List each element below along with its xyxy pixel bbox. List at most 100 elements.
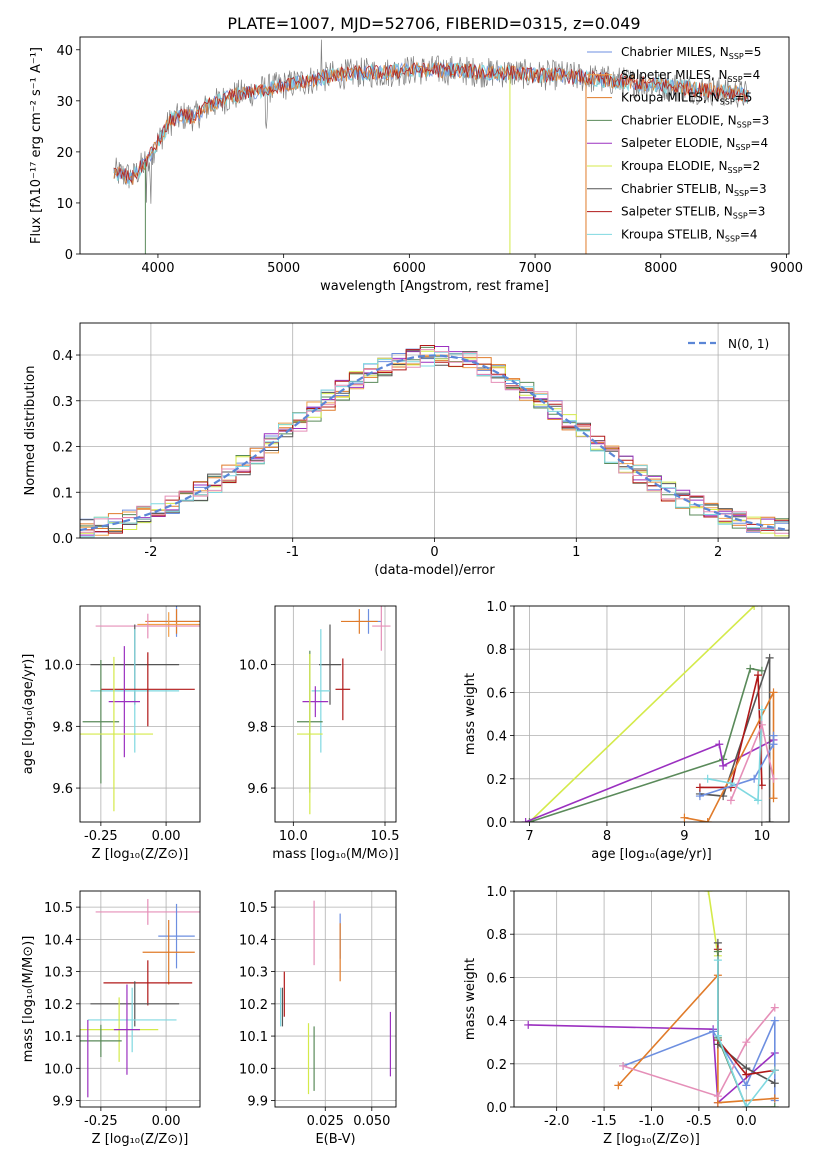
axes-frame [79,322,790,539]
mass-weight-marker [726,779,735,788]
mass-weight-line [699,657,771,822]
legend-nssp: =3 [748,205,766,219]
mass-weight-marker [695,792,704,801]
figure-title: PLATE=1007, MJD=52706, FIBERID=0315, z=0… [227,14,640,33]
spectrum-legend: Chabrier MILES, NSSP=5 Salpeter MILES, NS… [587,45,769,243]
legend-nssp: =5 [744,45,762,59]
mass-weight-marker [769,731,778,740]
axes-frame [513,605,790,823]
y-tick-label: 10.2 [239,998,268,1013]
y-tick-label: 0.0 [52,532,73,547]
y-tick-label: 9.6 [247,782,268,797]
mass-weight-line [717,960,776,1107]
mass-weight-marker [713,1031,722,1040]
x-axis-label: Z [log₁₀(Z/Z⊙)] [92,1132,189,1147]
x-tick-label: -1.0 [639,1114,664,1129]
legend-nssp: =2 [743,159,761,173]
legend-label: N(0, 1) [728,337,769,351]
x-tick-label: 0 [430,545,438,560]
x-axis-label: mass [log₁₀(M/M⊙)] [272,847,399,862]
x-tick-label: 9 [680,829,688,844]
legend-label: Kroupa ELODIE, NSSP=2 [621,159,760,175]
y-tick-label: 10.3 [44,966,73,981]
x-axis-label: E(B-V) [315,1132,355,1147]
legend-label: Salpeter ELODIE, NSSP=4 [621,136,768,152]
x-tick-label: -0.25 [84,1114,118,1129]
x-tick-label: -2.0 [544,1114,569,1129]
y-tick-label: 0 [65,248,73,263]
y-tick-label: 1.0 [486,600,507,615]
mass-weight-marker [713,956,722,965]
x-tick-label: 6000 [393,261,426,276]
axes-frame [513,890,790,1108]
plot-area-spectrum [113,39,750,254]
mass-weight-line [525,739,774,822]
y-tick-label: 9.8 [52,720,73,735]
y-tick-label: 40 [56,44,73,59]
y-tick-label: 0.3 [52,395,73,410]
mass-weight-marker [750,606,759,610]
y-tick-label: 10.2 [44,998,73,1013]
x-tick-label: -0.5 [686,1114,711,1129]
legend-nssp: =3 [752,113,770,127]
mass-weight-marker [680,813,689,822]
legend-label: Salpeter MILES, NSSP=4 [621,68,760,84]
axes-spectrum: 4000 5000 6000 7000 8000 9000 0 10 20 30 40 wavelen… [29,36,803,294]
y-tick-label: 9.8 [247,720,268,735]
y-tick-label: 0.1 [52,486,73,501]
mass-weight-marker [703,818,712,822]
y-tick-label: 0.0 [486,816,507,831]
mass-weight-line [707,709,763,802]
y-tick-label: 0.4 [486,1015,507,1030]
x-axis-label: Z [log₁₀(Z/Z⊙)] [603,1132,700,1147]
x-axis-label: Z [log₁₀(Z/Z⊙)] [92,847,189,862]
y-axis-label: Flux [fλ10⁻¹⁷ erg cm⁻² s⁻¹ A⁻¹] [29,47,44,244]
plot-area-massweight-vs-Z [524,891,779,1107]
mass-weight-marker [695,783,704,792]
y-tick-label: 10.4 [44,933,73,948]
y-tick-label: 9.9 [52,1095,73,1110]
legend-subscript: SSP [733,212,748,221]
x-tick-label: 1 [572,545,580,560]
y-tick-label: 10.1 [239,1030,268,1045]
mass-weight-marker [619,1061,628,1070]
legend-label: Chabrier MILES, NSSP=5 [621,45,761,61]
legend-subscript: SSP [725,234,740,243]
mass-weight-marker [525,818,534,822]
mass-weight-line [707,891,719,956]
y-tick-label: 10.0 [44,1062,73,1077]
y-tick-label: 0.8 [486,643,507,658]
mass-weight-marker [770,1066,779,1075]
spectrum-model-line [113,61,750,184]
y-tick-label: 0.6 [486,971,507,986]
y-tick-label: 20 [56,146,73,161]
y-tick-label: 0.2 [486,1058,507,1073]
mass-weight-marker [713,1092,722,1101]
x-tick-label: 10 [754,829,771,844]
mass-weight-marker [769,774,778,783]
mass-weight-marker [742,1038,751,1047]
axes-mass-vs-Z: -0.25 0.00 9.9 10.0 10.1 10.2 10.3 10.4 10.5 Z [l… [21,890,201,1147]
y-tick-label: 10.0 [239,1062,268,1077]
axes-age-vs-Z: -0.25 0.00 9.6 9.8 10.0 Z [log₁₀(Z/Z⊙)] age [l… [21,605,201,862]
y-axis-label: mass weight [463,673,478,755]
x-tick-label: 0.00 [152,1114,181,1129]
mass-weight-marker [742,1081,751,1090]
y-tick-label: 0.2 [486,773,507,788]
mass-weight-marker [770,1094,779,1103]
plot-area-age-vs-mass [297,606,391,815]
x-tick-label: 8 [603,829,611,844]
mass-weight-marker [709,1027,718,1036]
mass-weight-marker [524,1020,533,1029]
mass-weight-line [699,735,775,797]
mass-weight-line [528,606,755,822]
mass-weight-marker [746,664,755,673]
histogram-step-line [80,349,789,534]
mass-weight-marker [769,794,778,803]
legend-subscript: SSP [735,143,750,152]
y-axis-label: age [log₁₀(age/yr)] [21,654,36,775]
x-tick-label: 2 [714,545,722,560]
axes-frame [79,890,201,1108]
legend-label: Kroupa STELIB, NSSP=4 [621,227,758,243]
